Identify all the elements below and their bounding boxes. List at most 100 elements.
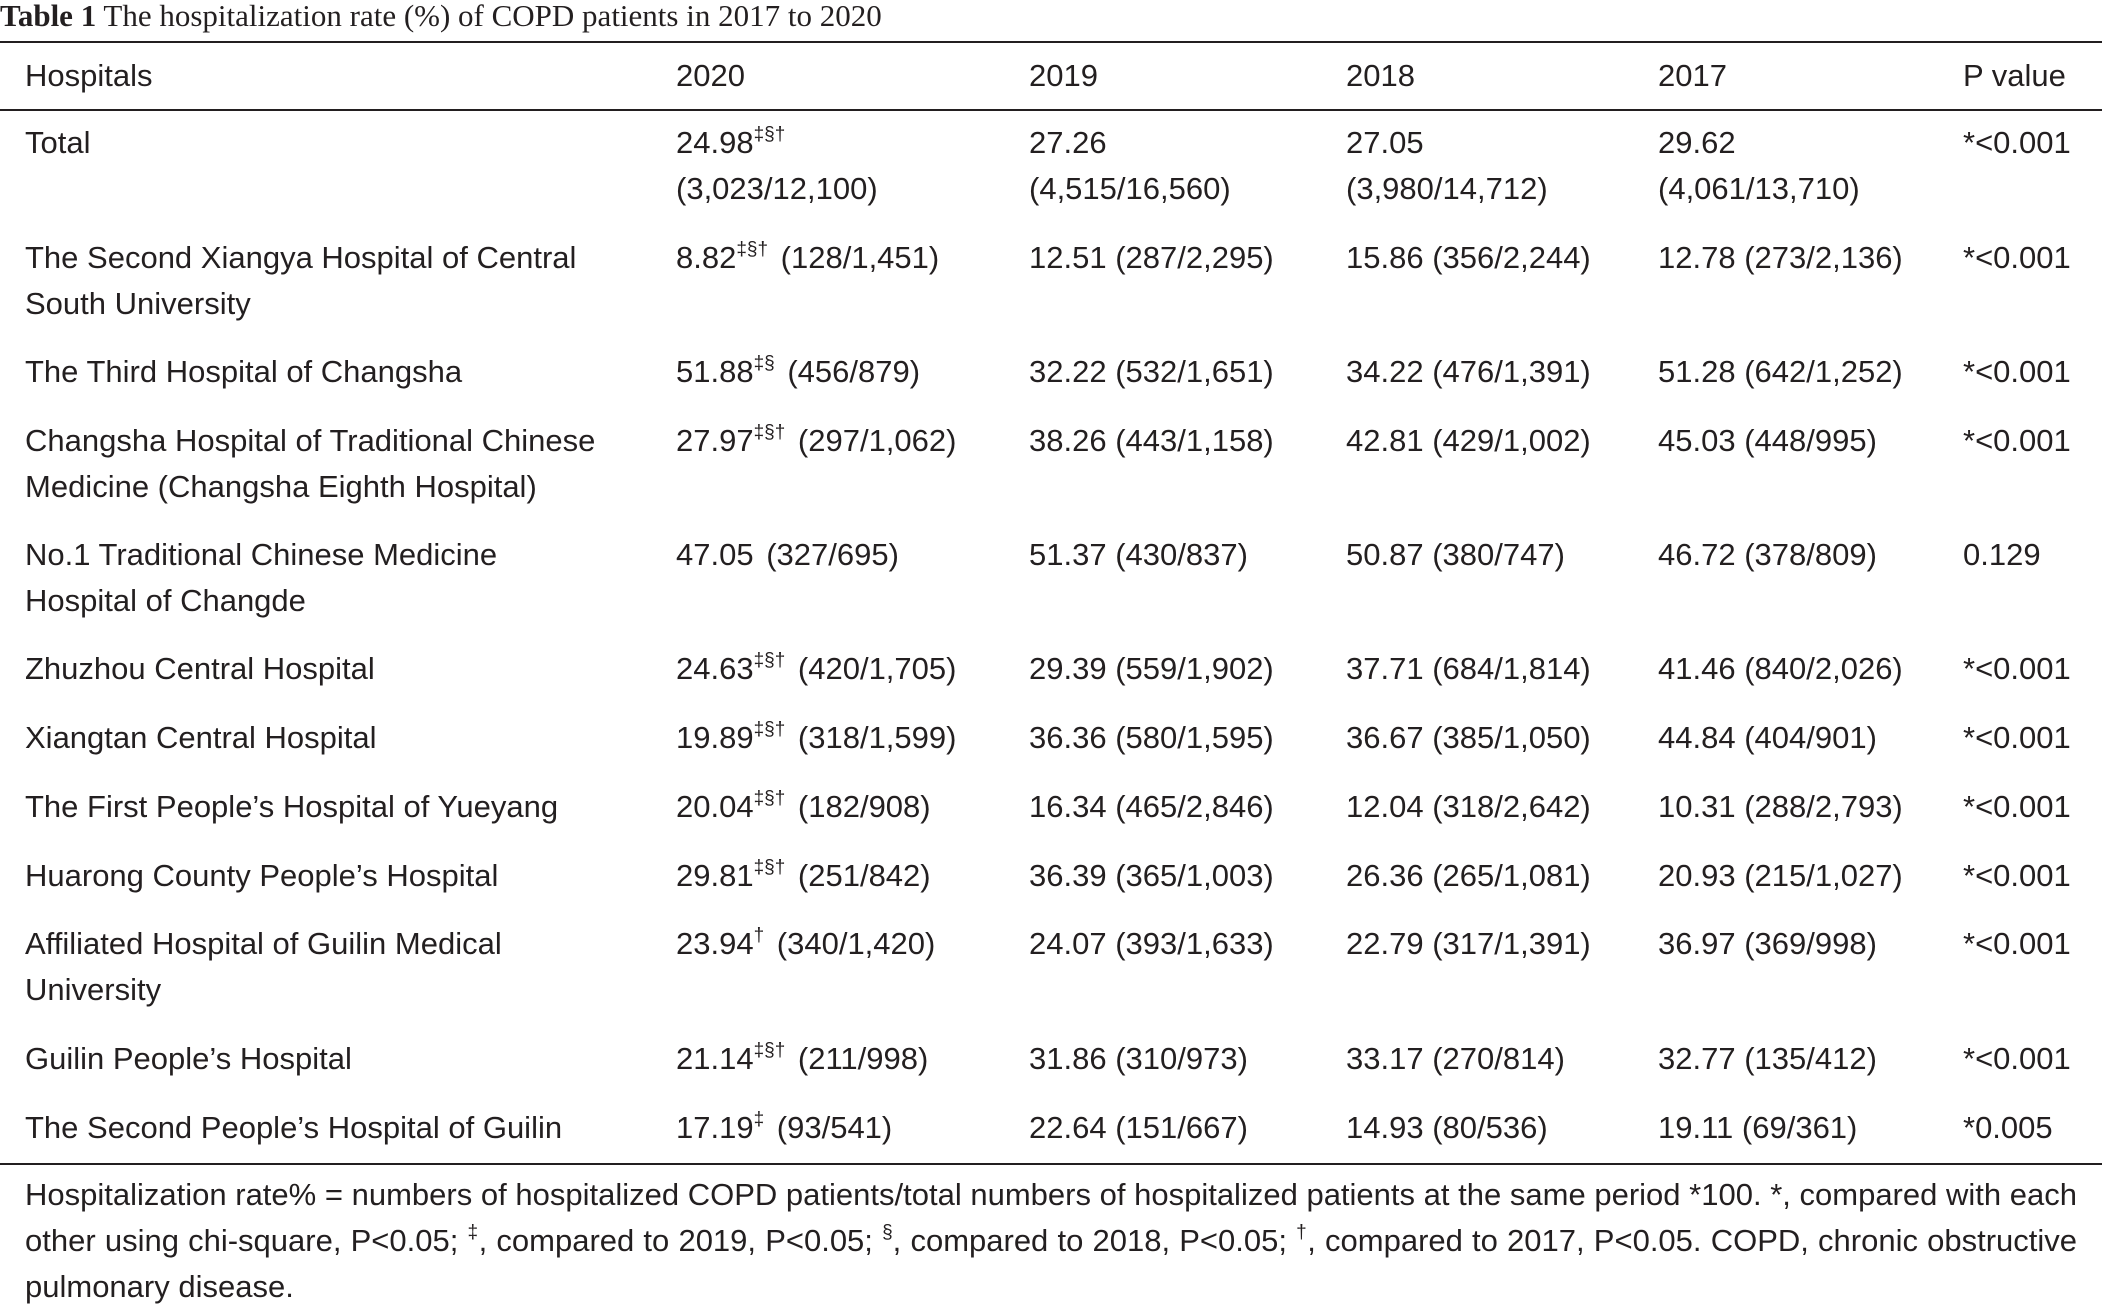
count-value: (310/973)	[1115, 1041, 1248, 1076]
rate-2020: 23.94† (340/1,420)	[676, 921, 935, 967]
rate-2018: 36.67 (385/1,050)	[1346, 715, 1591, 761]
count-value: (532/1,651)	[1115, 354, 1274, 389]
footnote-symbol: §	[882, 1222, 893, 1243]
rate-2018: 37.71 (684/1,814)	[1346, 646, 1591, 692]
rate-value: 34.22	[1346, 354, 1424, 389]
rate-value: 37.71	[1346, 651, 1424, 686]
hospital-name-line: The Second Xiangya Hospital of Central	[25, 240, 577, 275]
count-value: (380/747)	[1432, 537, 1565, 572]
rate-2020: 17.19‡ (93/541)	[676, 1105, 892, 1151]
count-value: (80/536)	[1432, 1110, 1548, 1145]
hospital-name-line: The First People’s Hospital of Yueyang	[25, 789, 559, 824]
hospital-name-line: Zhuzhou Central Hospital	[25, 651, 375, 686]
significance-marks: ‡§†	[753, 650, 786, 671]
hospital-name: The Second Xiangya Hospital of Central So…	[25, 235, 576, 327]
hospital-name: Huarong County People’s Hospital	[25, 853, 498, 899]
hospital-name-line: The Third Hospital of Changsha	[25, 354, 463, 389]
rate-value: 20.04	[676, 789, 754, 824]
count-value: (4,515/16,560)	[1029, 171, 1231, 206]
rate-2019: 36.36 (580/1,595)	[1029, 715, 1274, 761]
rate-value: 38.26	[1029, 423, 1107, 458]
count-value: (365/1,003)	[1115, 858, 1274, 893]
count-value: (287/2,295)	[1115, 240, 1274, 275]
rate-2018: 14.93 (80/536)	[1346, 1105, 1548, 1151]
significance-marks: ‡§	[753, 353, 775, 374]
count-value: (465/2,846)	[1115, 789, 1274, 824]
count-value: (429/1,002)	[1432, 423, 1591, 458]
p-value: *<0.001	[1963, 240, 2071, 275]
count-value: (265/1,081)	[1432, 858, 1591, 893]
rate-2017: 36.97 (369/998)	[1658, 921, 1877, 967]
rate-value: 32.22	[1029, 354, 1107, 389]
rate-2019: 22.64 (151/667)	[1029, 1105, 1248, 1151]
p-value: *<0.001	[1963, 651, 2071, 686]
rate-value: 26.36	[1346, 858, 1424, 893]
table-number: Table 1	[0, 0, 97, 33]
hospital-name-line: Xiangtan Central Hospital	[25, 720, 377, 755]
rate-2020: 21.14‡§† (211/998)	[676, 1036, 928, 1082]
rate-value: 29.39	[1029, 651, 1107, 686]
count-value: (93/541)	[776, 1110, 893, 1145]
count-value: (3,980/14,712)	[1346, 171, 1548, 206]
rate-value: 36.97	[1658, 926, 1736, 961]
count-value: (476/1,391)	[1432, 354, 1591, 389]
hospital-name-line: South University	[25, 286, 251, 321]
header-hospitals: Hospitals	[25, 58, 153, 93]
rate-2017: 32.77 (135/412)	[1658, 1036, 1877, 1082]
count-value: (317/1,391)	[1432, 926, 1591, 961]
rate-value: 32.77	[1658, 1041, 1736, 1076]
rate-value: 50.87	[1346, 537, 1424, 572]
footnote-symbol: †	[1296, 1222, 1308, 1243]
rate-value: 23.94	[676, 926, 754, 961]
count-value: (182/908)	[797, 789, 931, 824]
rate-value: 22.79	[1346, 926, 1424, 961]
count-value: (393/1,633)	[1115, 926, 1274, 961]
rate-value: 17.19	[676, 1110, 754, 1145]
rate-value: 22.64	[1029, 1110, 1107, 1145]
rate-value: 45.03	[1658, 423, 1736, 458]
rate-value: 15.86	[1346, 240, 1424, 275]
count-value: (559/1,902)	[1115, 651, 1274, 686]
count-value: (378/809)	[1744, 537, 1877, 572]
rate-value: 20.93	[1658, 858, 1736, 893]
table-caption: Table 1 The hospitalization rate (%) of …	[0, 0, 882, 34]
rate-value: 36.39	[1029, 858, 1107, 893]
significance-marks: †	[753, 925, 765, 946]
rate-value: 36.67	[1346, 720, 1424, 755]
rate-2018: 34.22 (476/1,391)	[1346, 349, 1591, 395]
top-rule	[0, 41, 2102, 43]
table-title: The hospitalization rate (%) of COPD pat…	[103, 0, 882, 33]
rate-2020: 19.89‡§† (318/1,599)	[676, 715, 956, 761]
hospital-name: The Third Hospital of Changsha	[25, 349, 462, 395]
significance-marks: ‡§†	[753, 788, 786, 809]
significance-marks: ‡§†	[736, 239, 769, 260]
rate-2018: 26.36 (265/1,081)	[1346, 853, 1591, 899]
count-value: (369/998)	[1744, 926, 1877, 961]
rate-value: 12.04	[1346, 789, 1424, 824]
p-value: *0.005	[1963, 1110, 2053, 1145]
p-value: *<0.001	[1963, 423, 2071, 458]
rate-2017: 29.62 (4,061/13,710)	[1658, 120, 1860, 212]
rate-2017: 44.84 (404/901)	[1658, 715, 1877, 761]
rate-value: 41.46	[1658, 651, 1736, 686]
count-value: (356/2,244)	[1432, 240, 1591, 275]
rate-2020: 24.98‡§† (3,023/12,100)	[676, 120, 878, 212]
rate-value: 51.37	[1029, 537, 1107, 572]
count-value: (340/1,420)	[776, 926, 936, 961]
rate-2019: 29.39 (559/1,902)	[1029, 646, 1274, 692]
significance-marks: ‡§†	[753, 1040, 786, 1061]
count-value: (404/901)	[1744, 720, 1877, 755]
rate-value: 19.11	[1658, 1110, 1734, 1145]
count-value: (318/1,599)	[797, 720, 957, 755]
hospital-name-line: Changsha Hospital of Traditional Chinese	[25, 423, 596, 458]
rate-2019: 36.39 (365/1,003)	[1029, 853, 1274, 899]
rate-2019: 24.07 (393/1,633)	[1029, 921, 1274, 967]
rate-value: 51.28	[1658, 354, 1736, 389]
rate-2019: 16.34 (465/2,846)	[1029, 784, 1274, 830]
rate-value: 14.93	[1346, 1110, 1424, 1145]
significance-marks: ‡§†	[753, 422, 786, 443]
rate-2017: 46.72 (378/809)	[1658, 532, 1877, 578]
header-2018: 2018	[1346, 58, 1415, 93]
hospital-name: Zhuzhou Central Hospital	[25, 646, 375, 692]
rate-2019: 27.26 (4,515/16,560)	[1029, 120, 1231, 212]
